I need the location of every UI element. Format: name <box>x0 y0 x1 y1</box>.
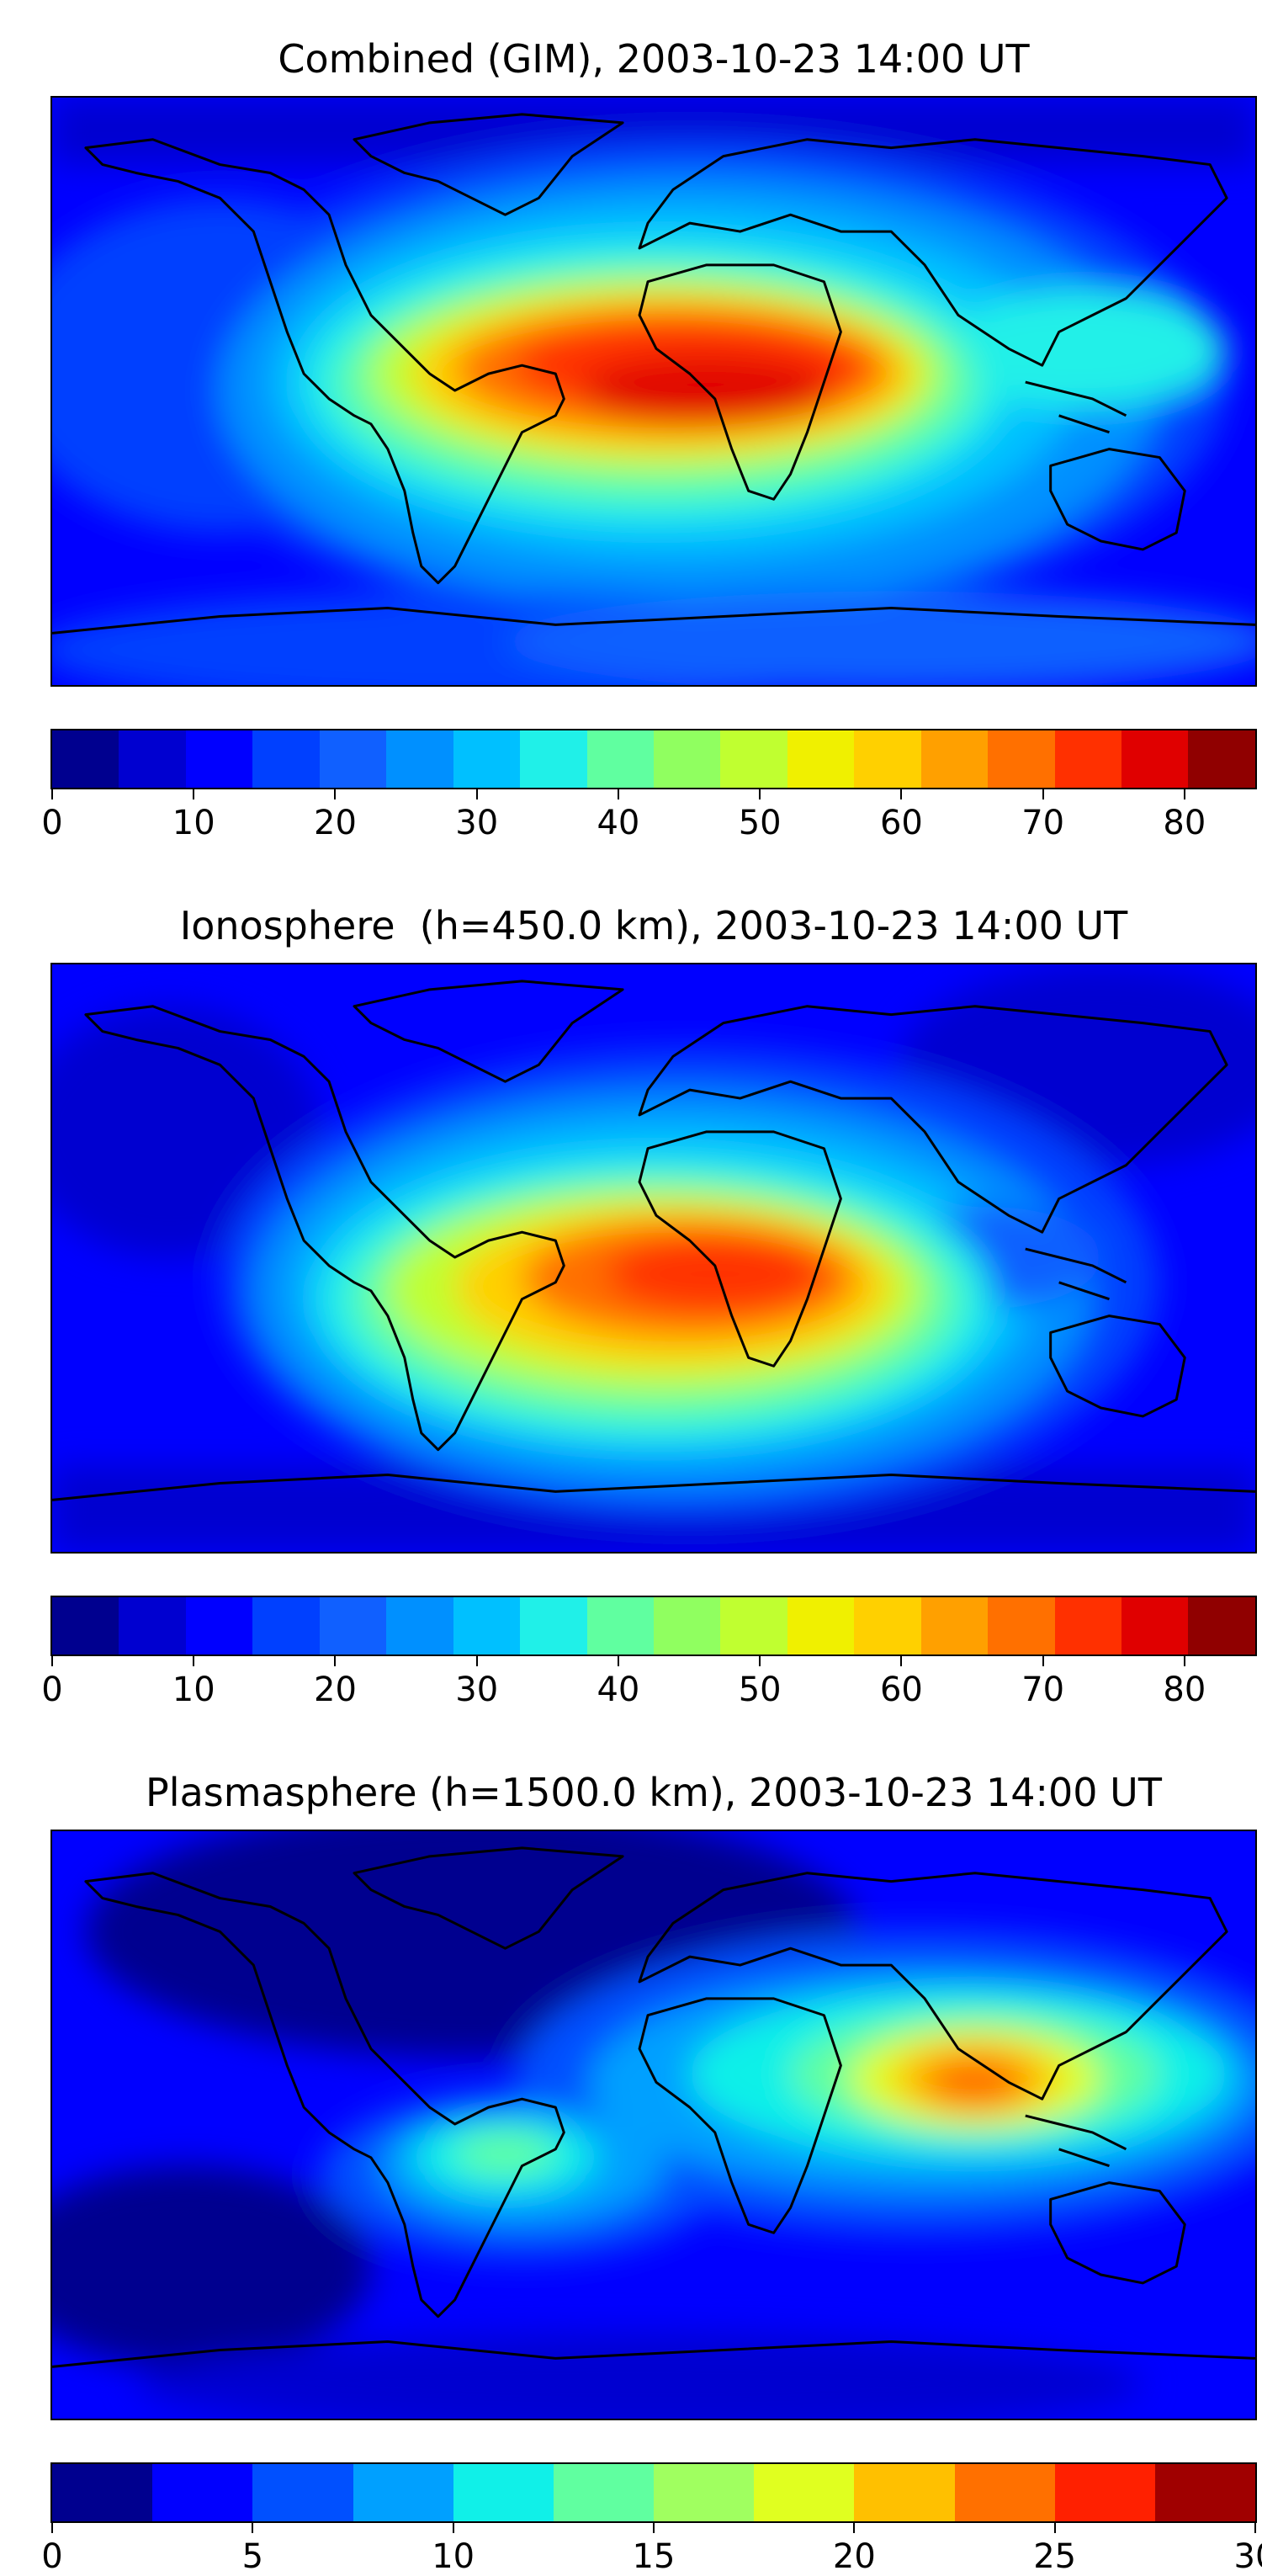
colorbar-segment <box>386 1597 453 1654</box>
colorbar-tick-label: 30 <box>455 1670 499 1709</box>
colorbar-tick-label: 80 <box>1163 1670 1206 1709</box>
colorbar-segment <box>252 730 320 788</box>
colorbar-tick-label: 40 <box>597 804 640 842</box>
colorbar-tick-label: 40 <box>597 1670 640 1709</box>
colorbar-tick-label: 0 <box>41 1670 63 1709</box>
colorbar-tick-label: 10 <box>172 1670 215 1709</box>
colorbar-tick-label: 20 <box>314 1670 357 1709</box>
colorbar-tick-label: 60 <box>879 804 923 842</box>
colorbar-segment <box>1054 1597 1121 1654</box>
colorbar-tick-label: 5 <box>241 2537 264 2576</box>
colorbar-segment <box>754 2464 855 2521</box>
colorbar-segment <box>854 1597 921 1654</box>
colorbar-segment <box>954 2464 1055 2521</box>
panel-title-ionosphere: Ionosphere (h=450.0 km), 2003-10-23 14:0… <box>179 903 1128 948</box>
map-combined <box>50 96 1257 687</box>
colorbar-tick-label: 60 <box>879 1670 923 1709</box>
map-plasmasphere <box>50 1830 1257 2420</box>
colorbar-ticks-ionosphere: 0 10 20 30 40 50 60 70 80 <box>41 1656 1257 1709</box>
colorbar-segment <box>252 2464 353 2521</box>
colorbar-segment <box>52 1597 119 1654</box>
colorbar-segment <box>720 1597 787 1654</box>
colorbar-segment <box>1121 1597 1189 1654</box>
colorbar-segment <box>586 730 654 788</box>
colorbar-segment <box>52 2464 153 2521</box>
colorbar-segment <box>520 1597 587 1654</box>
colorbar-segment <box>920 1597 989 1654</box>
colorbar-tick-label: 0 <box>41 804 63 842</box>
colorbar-segment <box>119 1597 186 1654</box>
colorbar-plasmasphere <box>50 2462 1257 2523</box>
colorbar-combined <box>50 729 1257 789</box>
colorbar-segment <box>653 730 721 788</box>
colorbar-segment <box>453 2464 554 2521</box>
colorbar-segment <box>1188 1597 1255 1654</box>
colorbar-segment <box>152 2464 253 2521</box>
colorbar-tick-label: 50 <box>738 1670 782 1709</box>
colorbar-segment <box>319 1597 387 1654</box>
colorbar-segment <box>988 730 1055 788</box>
colorbar-tick-label: 20 <box>832 2537 876 2576</box>
colorbar-tick-label: 80 <box>1163 804 1206 842</box>
colorbar-segment <box>520 730 587 788</box>
map-ionosphere <box>50 963 1257 1554</box>
colorbar-segment <box>453 1597 521 1654</box>
colorbar-tick-label: 0 <box>41 2537 63 2576</box>
colorbar-tick-label: 30 <box>1233 2537 1262 2576</box>
colorbar-tick-label: 20 <box>314 804 357 842</box>
colorbar-tick-label: 50 <box>738 804 782 842</box>
panel-title-plasmasphere: Plasmasphere (h=1500.0 km), 2003-10-23 1… <box>146 1770 1162 1815</box>
colorbar-tick-label: 30 <box>455 804 499 842</box>
colorbar-segment <box>252 1597 320 1654</box>
colorbar-segment <box>453 730 521 788</box>
colorbar-tick-label: 70 <box>1021 1670 1065 1709</box>
colorbar-segment <box>386 730 453 788</box>
colorbar-segment <box>1121 730 1189 788</box>
colorbar-segment <box>1054 2464 1155 2521</box>
colorbar-ticks-combined: 0 10 20 30 40 50 60 70 80 <box>41 789 1257 842</box>
colorbar-segment <box>119 730 186 788</box>
colorbar-segment <box>654 2464 755 2521</box>
colorbar-tick-label: 25 <box>1033 2537 1077 2576</box>
colorbar-segment <box>319 730 387 788</box>
colorbar-segment <box>720 730 787 788</box>
colorbar-tick-label: 10 <box>432 2537 475 2576</box>
colorbar-ticks-plasmasphere: 0 5 10 15 20 25 30 <box>41 2523 1262 2576</box>
colorbar-segment <box>52 730 119 788</box>
colorbar-segment <box>1188 730 1255 788</box>
colorbar-tick-label: 10 <box>172 804 215 842</box>
colorbar-tick-label: 70 <box>1021 804 1065 842</box>
colorbar-segment <box>553 2464 655 2521</box>
colorbar-segment <box>988 1597 1055 1654</box>
colorbar-segment <box>854 730 921 788</box>
colorbar-tick-label: 15 <box>632 2537 676 2576</box>
colorbar-segment <box>185 730 253 788</box>
colorbar-segment <box>787 1597 855 1654</box>
colorbar-segment <box>586 1597 654 1654</box>
colorbar-segment <box>854 2464 955 2521</box>
colorbar-segment <box>353 2464 453 2521</box>
colorbar-segment <box>1054 730 1121 788</box>
colorbar-segment <box>920 730 989 788</box>
panel-title-combined: Combined (GIM), 2003-10-23 14:00 UT <box>278 36 1030 82</box>
colorbar-ionosphere <box>50 1596 1257 1656</box>
colorbar-segment <box>653 1597 721 1654</box>
colorbar-segment <box>1154 2464 1256 2521</box>
colorbar-segment <box>787 730 855 788</box>
colorbar-segment <box>185 1597 253 1654</box>
